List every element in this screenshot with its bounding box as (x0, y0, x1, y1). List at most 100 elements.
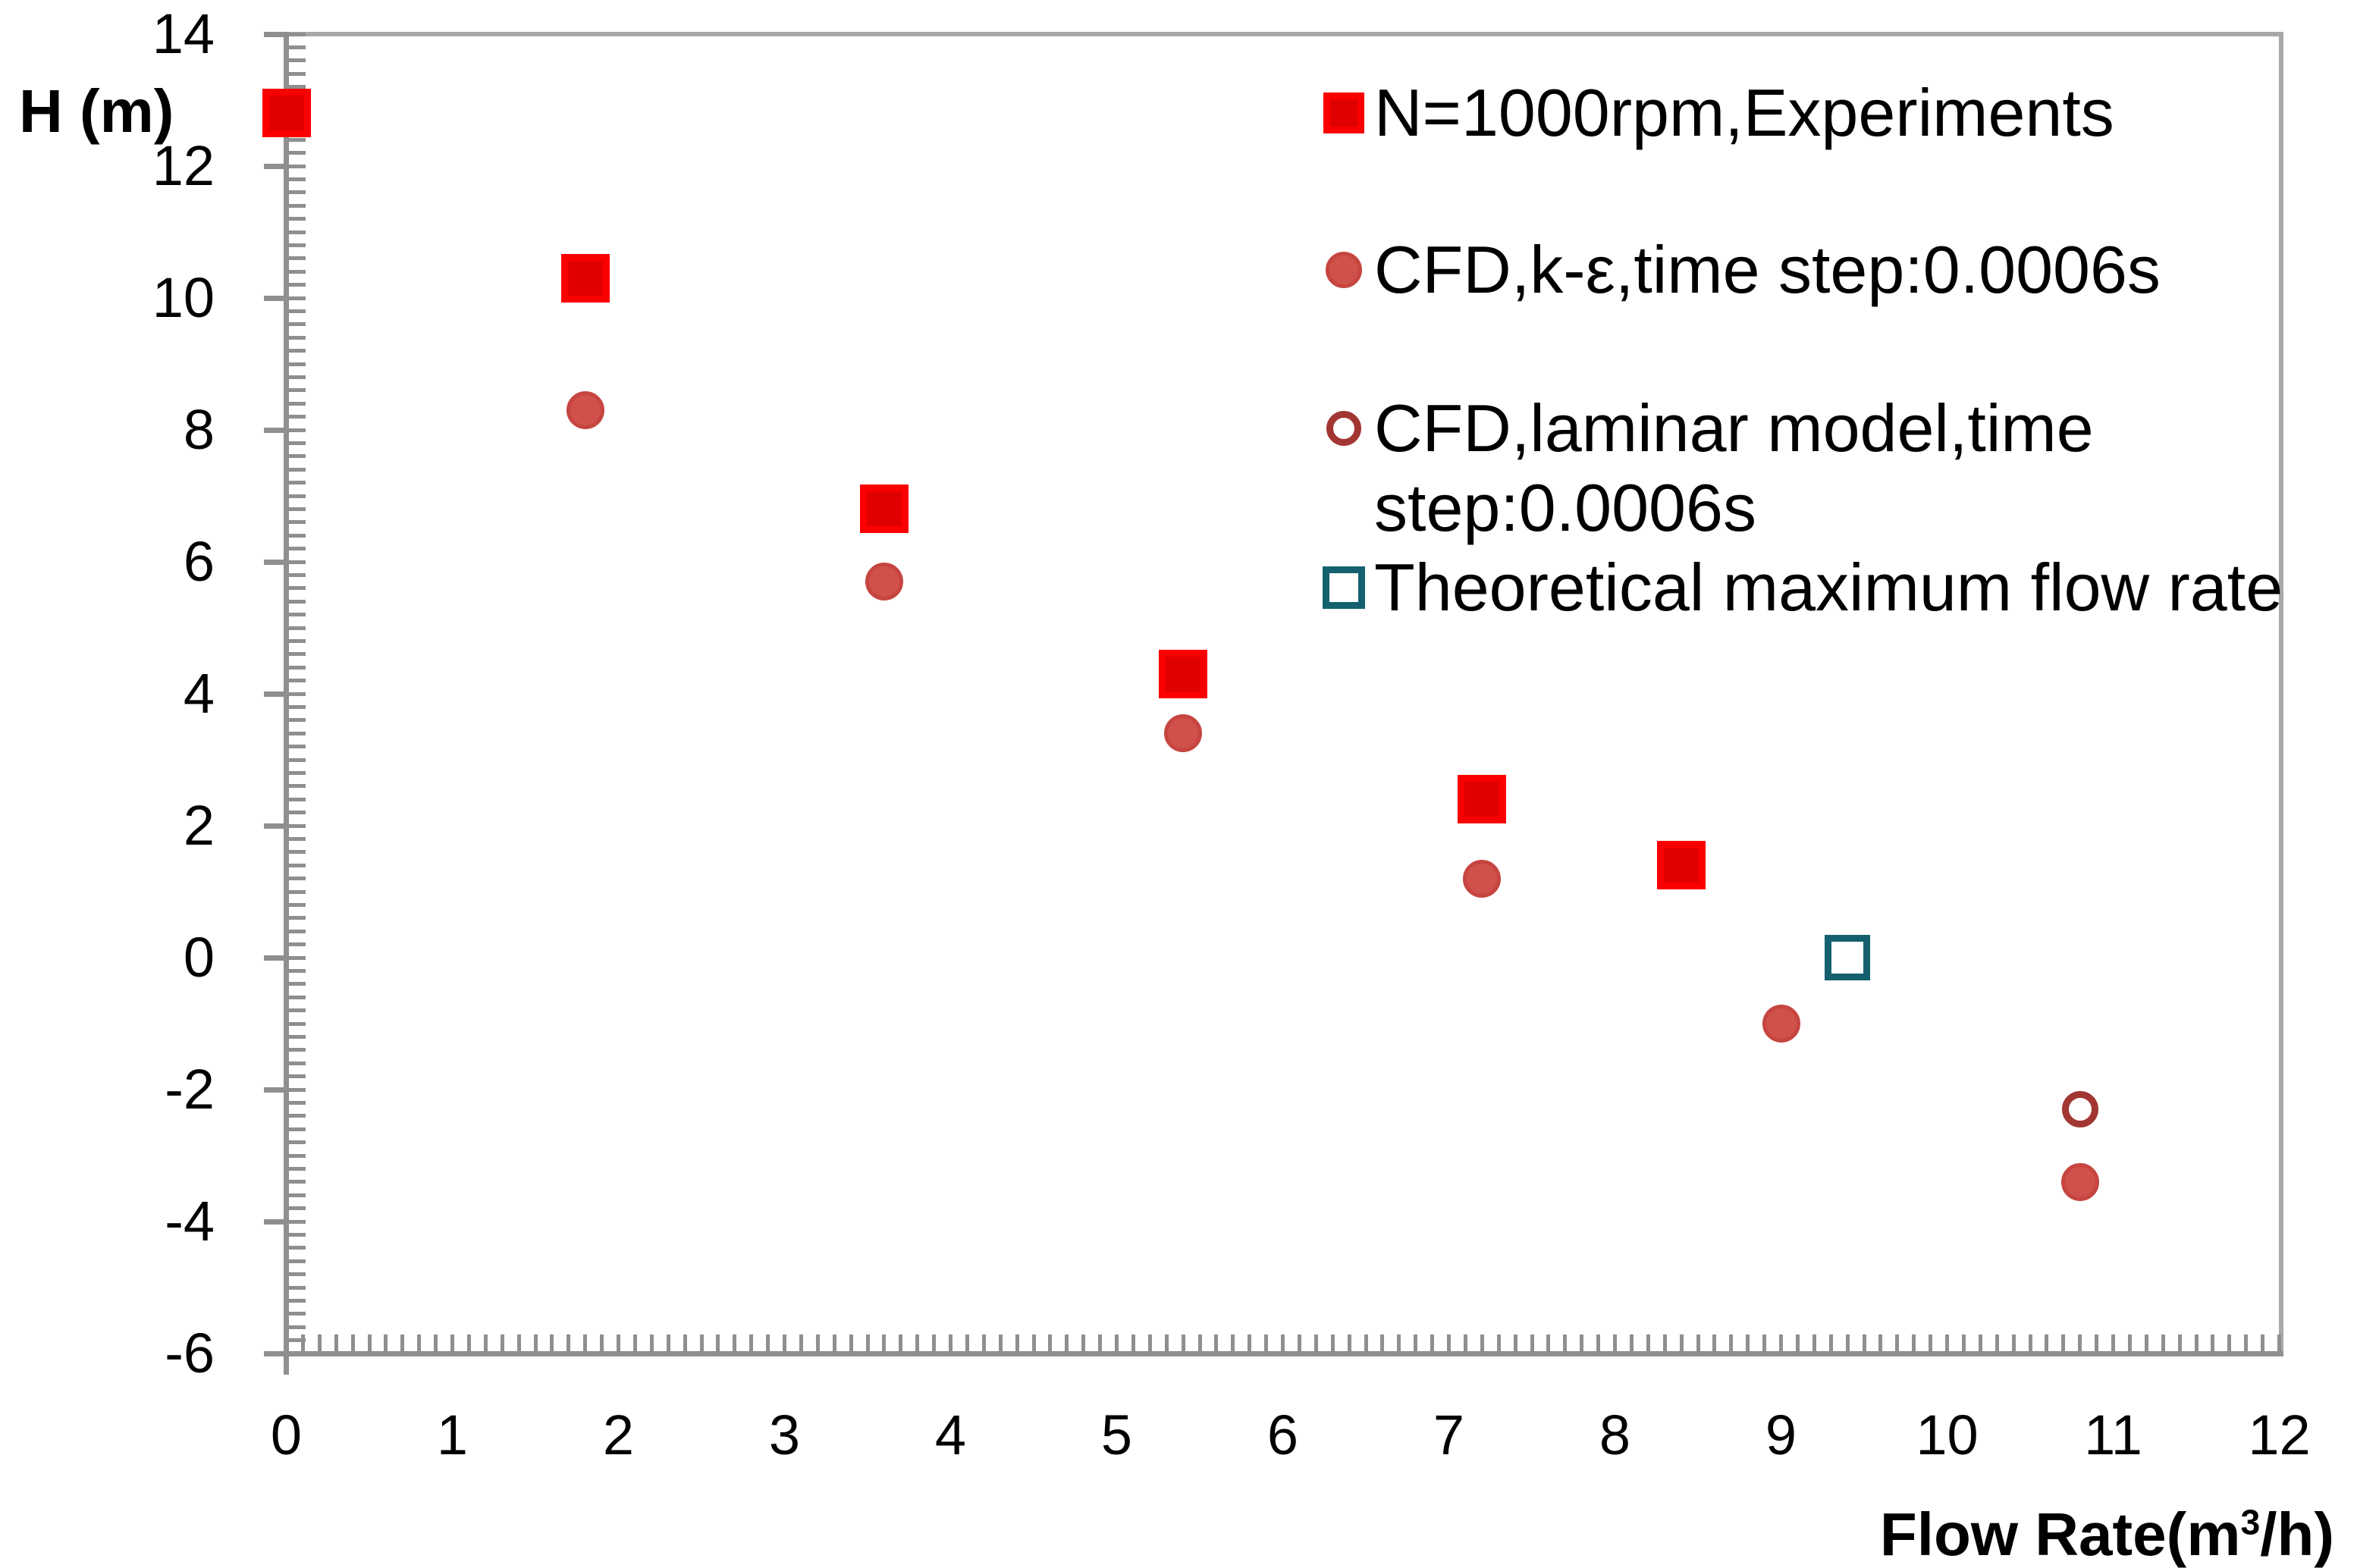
y-minor-tick (289, 547, 306, 551)
x-minor-tick (849, 1334, 853, 1351)
y-minor-tick (289, 982, 306, 986)
x-minor-tick (334, 1334, 338, 1351)
x-minor-tick (384, 1334, 388, 1351)
y-tick-label: -2 (165, 1058, 215, 1121)
x-tick-label: 8 (1599, 1403, 1631, 1466)
x-minor-tick (1281, 1334, 1285, 1351)
y-minor-tick (289, 955, 306, 960)
x-minor-tick (649, 1334, 654, 1351)
y-minor-tick (289, 190, 306, 195)
y-minor-tick (289, 863, 306, 867)
y-minor-tick (289, 388, 306, 393)
legend-label: Theoretical maximum flow rate (1374, 550, 2283, 625)
y-minor-tick (289, 467, 306, 472)
x-minor-tick (981, 1334, 986, 1351)
x-minor-tick (699, 1334, 704, 1351)
x-minor-tick (1347, 1334, 1351, 1351)
x-minor-tick (2127, 1334, 2132, 1351)
x-minor-tick (1065, 1334, 1069, 1351)
y-minor-tick (289, 32, 306, 36)
x-minor-tick (1912, 1334, 1916, 1351)
y-minor-tick (289, 1100, 306, 1105)
x-minor-tick (1596, 1334, 1601, 1351)
point-filled-square (560, 253, 610, 303)
x-minor-tick (1895, 1334, 1900, 1351)
x-minor-tick (617, 1334, 620, 1351)
y-minor-tick (289, 811, 306, 815)
x-minor-tick (865, 1334, 870, 1351)
y-minor-tick (289, 415, 306, 419)
x-minor-tick (1795, 1334, 1800, 1351)
y-minor-tick (289, 916, 306, 920)
y-tick-label: 6 (183, 530, 215, 593)
y-minor-tick (289, 481, 306, 485)
y-minor-tick (289, 85, 306, 89)
x-minor-tick (1513, 1334, 1517, 1351)
x-minor-tick (500, 1334, 504, 1351)
x-minor-tick (1646, 1334, 1650, 1351)
x-minor-tick (1530, 1334, 1534, 1351)
x-minor-tick (1580, 1334, 1584, 1351)
x-minor-tick (1397, 1334, 1401, 1351)
x-minor-tick (2011, 1334, 2016, 1351)
x-minor-tick (1214, 1334, 1219, 1351)
y-tick-label: 12 (152, 134, 215, 197)
y-minor-tick (289, 1272, 306, 1277)
x-minor-tick (1995, 1334, 1999, 1351)
y-minor-tick (289, 441, 306, 445)
x-minor-tick (583, 1334, 588, 1351)
x-minor-tick (1147, 1334, 1152, 1351)
y-minor-tick (289, 797, 306, 801)
y-minor-tick (289, 613, 306, 617)
y-minor-tick (289, 1180, 306, 1184)
y-tick-label: 0 (183, 926, 215, 989)
point-filled-circle (566, 390, 604, 429)
y-minor-tick (289, 1193, 306, 1197)
y-minor-tick (289, 1206, 306, 1211)
x-minor-tick (1231, 1334, 1235, 1351)
y-axis-line (284, 32, 289, 1375)
x-tick-label: 2 (602, 1403, 635, 1466)
x-minor-tick (2161, 1334, 2165, 1351)
y-minor-tick (289, 929, 306, 933)
y-minor-tick (289, 784, 306, 789)
y-minor-tick (289, 269, 306, 274)
y-minor-tick (289, 1034, 306, 1039)
x-minor-tick (2095, 1334, 2099, 1351)
point-open-square (1825, 935, 1871, 980)
y-minor-tick (289, 349, 306, 353)
x-minor-tick (1496, 1334, 1501, 1351)
x-minor-tick (965, 1334, 969, 1351)
y-minor-tick (289, 942, 306, 947)
x-minor-tick (666, 1334, 670, 1351)
x-minor-tick (1264, 1334, 1269, 1351)
x-minor-tick (998, 1334, 1003, 1351)
y-minor-tick (289, 243, 306, 247)
x-minor-tick (566, 1334, 571, 1351)
point-filled-circle (865, 563, 903, 601)
y-minor-tick (289, 757, 306, 762)
y-major-tick (264, 1219, 284, 1225)
x-minor-tick (1164, 1334, 1169, 1351)
x-tick-label: 7 (1433, 1403, 1465, 1466)
x-minor-tick (1929, 1334, 1933, 1351)
y-minor-tick (289, 151, 306, 155)
y-minor-tick (289, 45, 306, 49)
y-tick-label: 10 (152, 266, 215, 329)
y-minor-tick (289, 283, 306, 287)
y-minor-tick (289, 1246, 306, 1250)
x-minor-tick (466, 1334, 471, 1351)
y-tick-label: 2 (183, 794, 215, 857)
y-minor-tick (289, 652, 306, 657)
x-minor-tick (600, 1334, 604, 1351)
y-minor-tick (289, 335, 306, 340)
y-minor-tick (289, 137, 306, 142)
x-minor-tick (1480, 1334, 1484, 1351)
x-minor-tick (450, 1334, 454, 1351)
y-minor-tick (289, 902, 306, 907)
x-minor-tick (832, 1334, 836, 1351)
x-tick-label: 9 (1765, 1403, 1797, 1466)
x-minor-tick (317, 1334, 322, 1351)
legend-marker-filled-circle (1326, 252, 1362, 288)
